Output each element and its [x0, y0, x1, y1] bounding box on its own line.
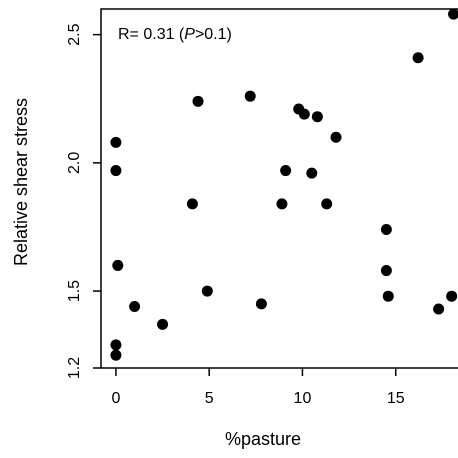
y-tick-label: 1.5 [66, 280, 83, 302]
data-point [276, 198, 288, 210]
data-point [330, 131, 342, 143]
data-point [321, 198, 333, 210]
data-point [110, 165, 122, 177]
annotation-suffix: >0.1) [195, 26, 232, 43]
y-tick-label: 2.0 [66, 152, 83, 174]
data-point [192, 95, 204, 107]
data-point [280, 165, 292, 177]
data-point [186, 198, 198, 210]
x-tick-label: 15 [387, 390, 405, 407]
data-point [306, 167, 318, 179]
data-point [412, 52, 424, 64]
data-point [446, 290, 458, 302]
plot-frame [100, 8, 458, 369]
x-axis-label: %pasture [225, 429, 301, 449]
y-tick-label: 1.2 [66, 357, 83, 379]
data-point [157, 318, 169, 330]
correlation-annotation: R= 0.31 (P>0.1) [118, 26, 232, 43]
x-tick-label: 0 [111, 390, 120, 407]
data-point [448, 8, 458, 20]
data-point [298, 108, 310, 120]
data-points [110, 8, 458, 361]
annotation-prefix: R= 0.31 ( [118, 26, 185, 43]
data-point [380, 224, 392, 236]
data-point [433, 303, 445, 315]
data-point [255, 298, 267, 310]
x-tick-label: 5 [205, 390, 214, 407]
data-point [112, 259, 124, 271]
data-point [110, 349, 122, 361]
x-axis: 0 5 10 15 [111, 368, 405, 407]
annotation-p: P [184, 26, 195, 43]
y-tick-label: 2.5 [66, 23, 83, 45]
data-point [110, 136, 122, 148]
data-point [244, 90, 256, 102]
data-point [110, 339, 122, 351]
data-point [129, 300, 141, 312]
y-axis-label: Relative shear stress [11, 98, 31, 266]
data-point [380, 265, 392, 277]
y-axis: 1.2 1.5 2.0 2.5 [66, 23, 101, 379]
data-point [311, 111, 323, 123]
data-point [201, 285, 213, 297]
x-tick-label: 10 [294, 390, 312, 407]
data-point [382, 290, 394, 302]
